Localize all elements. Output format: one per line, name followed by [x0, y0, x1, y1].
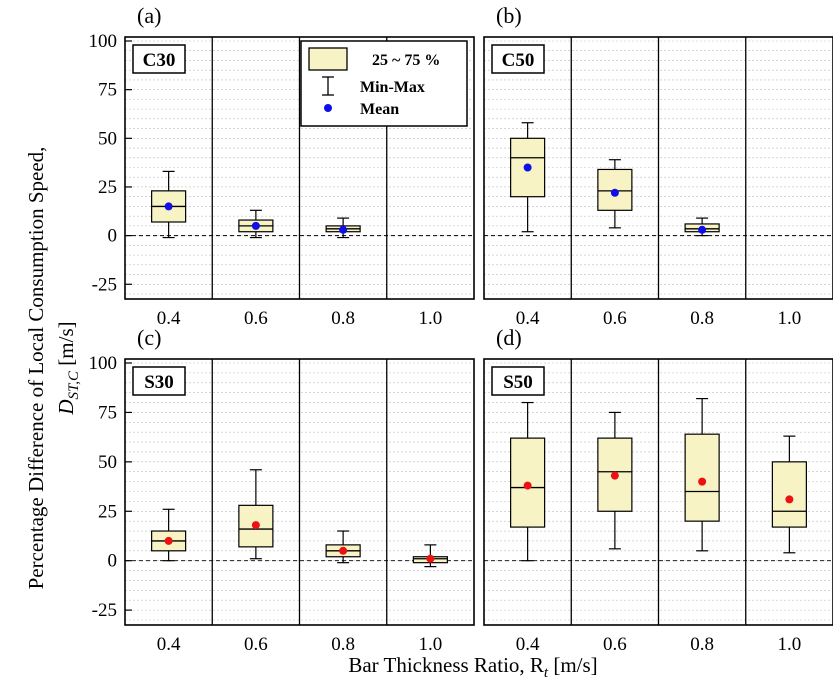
legend-box-swatch — [308, 47, 348, 71]
legend-mean-marker — [324, 104, 332, 112]
panel-b: 0.4 0.6 0.8 1.0 (b) C50 — [483, 3, 833, 329]
x-tick-label: 1.0 — [778, 634, 802, 655]
mean-marker — [523, 163, 532, 172]
x-tick-label: 0.8 — [331, 634, 355, 655]
y-tick-label: 100 — [89, 353, 118, 374]
x-axis-title: Bar Thickness Ratio, Rt [m/s] — [348, 653, 597, 681]
box-0.4 — [151, 170, 187, 239]
x-tick-label: 0.6 — [603, 634, 627, 655]
x-tick-label: 0.8 — [690, 308, 714, 329]
mean-marker — [698, 225, 707, 234]
x-tick-label: 0.4 — [516, 634, 540, 655]
box-0.6 — [238, 469, 274, 560]
y-tick-label: 0 — [108, 226, 118, 247]
x-tick-label: 1.0 — [419, 634, 443, 655]
box-0.8 — [684, 397, 720, 552]
panel-letter: (b) — [496, 3, 522, 28]
panel-letter: (a) — [137, 3, 161, 28]
y-axis-title-line2: DST,C [m/s] — [54, 321, 82, 415]
box-0.8 — [325, 217, 361, 239]
y-tick-label: 0 — [108, 551, 118, 572]
x-tick-label: 0.4 — [157, 308, 181, 329]
legend-whisker-label: Min-Max — [360, 79, 425, 96]
box-0.6 — [597, 159, 633, 229]
box-0.4 — [510, 122, 546, 233]
x-tick-label: 0.6 — [244, 308, 268, 329]
legend-mean-label: Mean — [360, 101, 399, 118]
x-tick-label: 0.4 — [157, 634, 181, 655]
panel-label-frame — [132, 366, 186, 396]
y-tick-label: 75 — [98, 402, 117, 423]
panel-label-frame — [132, 44, 186, 74]
panels-layer: 100 75 50 25 0 -25 0.4 0.6 0.8 1.0 (a) C30 0.4 0.6 0.8… — [89, 3, 833, 655]
panel-frame — [124, 358, 475, 626]
y-tick-label: -25 — [92, 274, 117, 295]
panel-d: 0.4 0.6 0.8 1.0 (d) S50 — [483, 325, 833, 655]
panel-label: S30 — [144, 372, 174, 393]
y-tick-label: 50 — [98, 452, 117, 473]
mean-marker — [164, 536, 173, 545]
x-tick-label: 0.6 — [244, 634, 268, 655]
mean-marker — [339, 546, 348, 555]
mean-marker — [251, 221, 260, 230]
panel-a: 100 75 50 25 0 -25 0.4 0.6 0.8 1.0 (a) C30 — [89, 3, 475, 329]
panel-letter: (c) — [137, 325, 161, 350]
box-0.6 — [238, 209, 274, 239]
mean-marker — [339, 225, 348, 234]
box-0.6 — [597, 411, 633, 550]
panel-frame — [124, 36, 475, 300]
interquartile-box — [771, 461, 807, 528]
y-axis-title: Percentage Difference of Local Consumpti… — [24, 147, 82, 590]
y-tick-label: 100 — [89, 31, 118, 52]
panel-label: S50 — [503, 372, 533, 393]
x-tick-label: 1.0 — [419, 308, 443, 329]
panel-letter: (d) — [496, 325, 522, 350]
mean-marker — [785, 495, 794, 504]
panel-label-frame — [491, 44, 545, 74]
mean-marker — [610, 188, 619, 197]
y-tick-label: 75 — [98, 80, 117, 101]
mean-marker — [426, 554, 435, 563]
box-1.0 — [771, 435, 807, 554]
interquartile-box — [597, 168, 633, 211]
mean-marker — [610, 471, 619, 480]
x-tick-label: 0.8 — [690, 634, 714, 655]
mean-marker — [164, 202, 173, 211]
x-tick-label: 0.4 — [516, 308, 540, 329]
box-0.8 — [325, 530, 361, 564]
panel-frame — [483, 358, 833, 626]
panel-label: C30 — [143, 50, 176, 71]
mean-marker — [251, 521, 260, 530]
legend-box-label: 25 ~ 75 % — [372, 52, 440, 69]
box-1.0 — [412, 544, 448, 568]
legend-whisker-swatch — [322, 76, 334, 96]
mean-marker — [523, 481, 532, 490]
legend: 25 ~ 75 % Min-Max Mean — [300, 40, 468, 127]
y-tick-label: 25 — [98, 177, 117, 198]
panel-label: C50 — [502, 50, 535, 71]
box-0.8 — [684, 217, 720, 237]
y-tick-label: 50 — [98, 128, 117, 149]
mean-marker — [698, 477, 707, 486]
x-tick-label: 0.8 — [331, 308, 355, 329]
panel-frame — [483, 36, 833, 300]
panel-label-frame — [491, 366, 545, 396]
panel-c: 100 75 50 25 0 -25 0.4 0.6 0.8 1.0 (c) S30 — [89, 325, 475, 655]
x-tick-label: 1.0 — [778, 308, 802, 329]
y-axis-title-line1: Percentage Difference of Local Consumpti… — [24, 147, 48, 590]
y-tick-label: -25 — [92, 600, 117, 621]
y-tick-label: 25 — [98, 501, 117, 522]
box-0.4 — [510, 401, 546, 562]
x-tick-label: 0.6 — [603, 308, 627, 329]
box-0.4 — [151, 508, 187, 562]
